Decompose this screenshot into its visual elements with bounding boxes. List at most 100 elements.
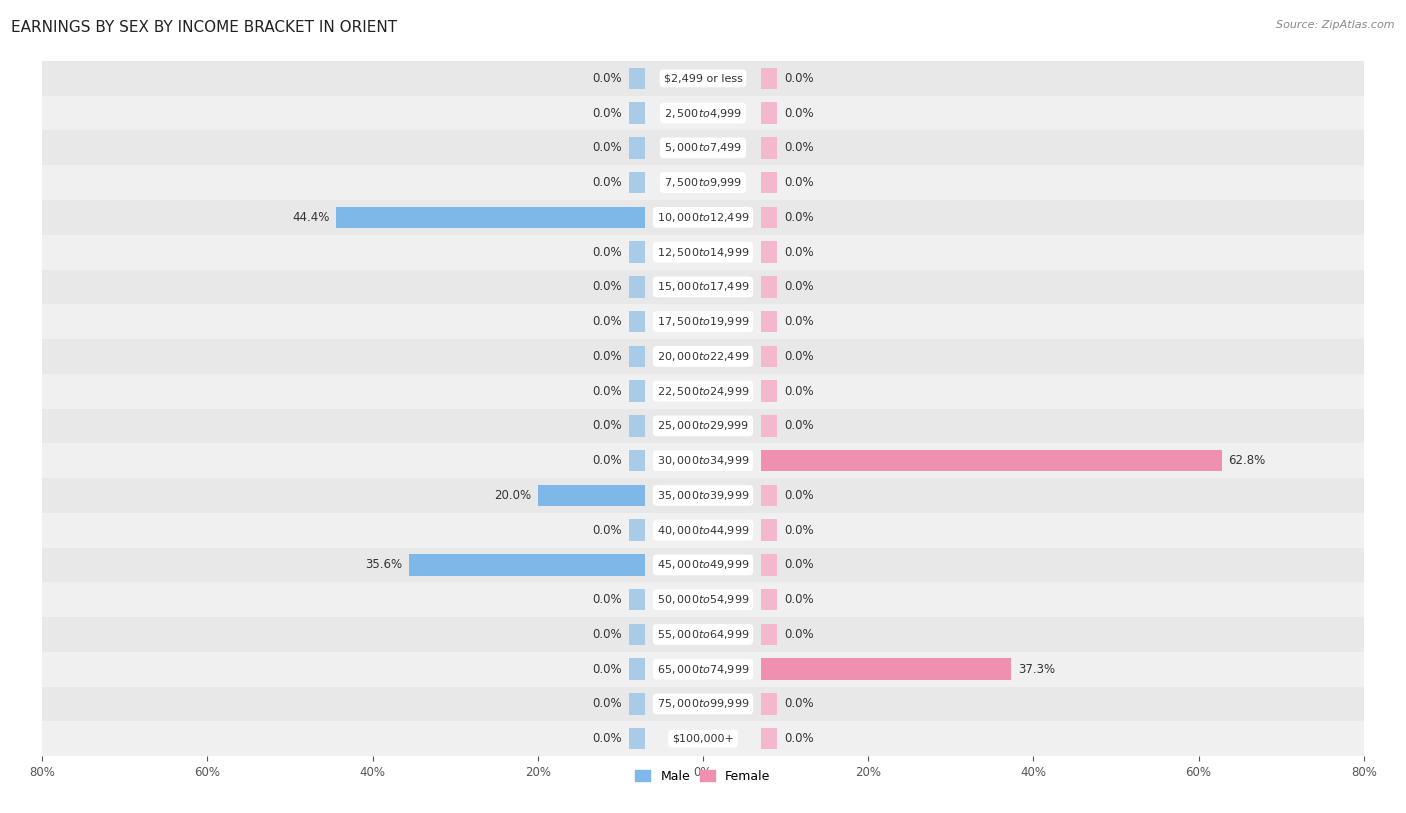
Text: $65,000 to $74,999: $65,000 to $74,999 — [657, 663, 749, 676]
Text: 35.6%: 35.6% — [366, 559, 402, 572]
Bar — [409, 554, 645, 576]
Bar — [761, 241, 778, 263]
Bar — [42, 374, 1364, 409]
Text: 0.0%: 0.0% — [785, 280, 814, 293]
Text: 37.3%: 37.3% — [1018, 663, 1054, 676]
Bar — [761, 207, 778, 228]
Text: 0.0%: 0.0% — [592, 107, 621, 120]
Text: 0.0%: 0.0% — [785, 176, 814, 189]
Text: 0.0%: 0.0% — [785, 628, 814, 641]
Text: $10,000 to $12,499: $10,000 to $12,499 — [657, 211, 749, 224]
Text: 0.0%: 0.0% — [785, 489, 814, 502]
Bar — [628, 415, 645, 437]
Bar — [761, 554, 778, 576]
Text: 0.0%: 0.0% — [785, 350, 814, 363]
Bar — [628, 624, 645, 646]
Text: 44.4%: 44.4% — [292, 211, 329, 224]
Bar — [628, 241, 645, 263]
Text: 0.0%: 0.0% — [785, 72, 814, 85]
Text: EARNINGS BY SEX BY INCOME BRACKET IN ORIENT: EARNINGS BY SEX BY INCOME BRACKET IN ORI… — [11, 20, 398, 35]
Text: 0.0%: 0.0% — [592, 593, 621, 606]
Text: $15,000 to $17,499: $15,000 to $17,499 — [657, 280, 749, 293]
Bar — [42, 582, 1364, 617]
Bar — [761, 172, 778, 193]
Bar — [761, 346, 778, 367]
Bar — [42, 61, 1364, 96]
Text: 0.0%: 0.0% — [785, 420, 814, 433]
Text: 0.0%: 0.0% — [592, 454, 621, 467]
Text: 20.0%: 20.0% — [494, 489, 531, 502]
Bar — [42, 235, 1364, 270]
Bar — [628, 137, 645, 159]
Bar — [761, 137, 778, 159]
Bar — [628, 589, 645, 611]
Bar — [628, 450, 645, 472]
Bar — [628, 172, 645, 193]
Bar — [761, 624, 778, 646]
Bar — [761, 589, 778, 611]
Text: $2,500 to $4,999: $2,500 to $4,999 — [664, 107, 742, 120]
Bar — [761, 276, 778, 298]
Bar — [761, 311, 778, 333]
Bar — [761, 659, 1011, 680]
Bar — [42, 409, 1364, 443]
Bar — [42, 339, 1364, 374]
Bar — [761, 67, 778, 89]
Text: 0.0%: 0.0% — [785, 315, 814, 328]
Bar — [42, 96, 1364, 130]
Text: 62.8%: 62.8% — [1229, 454, 1265, 467]
Text: $50,000 to $54,999: $50,000 to $54,999 — [657, 593, 749, 606]
Text: Source: ZipAtlas.com: Source: ZipAtlas.com — [1277, 20, 1395, 30]
Bar — [628, 67, 645, 89]
Bar — [761, 485, 778, 506]
Bar — [42, 478, 1364, 513]
Bar — [628, 380, 645, 402]
Text: 0.0%: 0.0% — [592, 420, 621, 433]
Text: $35,000 to $39,999: $35,000 to $39,999 — [657, 489, 749, 502]
Bar — [42, 721, 1364, 756]
Bar — [761, 102, 778, 124]
Text: 0.0%: 0.0% — [592, 246, 621, 259]
Bar — [628, 728, 645, 750]
Text: 0.0%: 0.0% — [592, 72, 621, 85]
Bar — [628, 659, 645, 680]
Legend: Male, Female: Male, Female — [630, 765, 776, 788]
Bar — [42, 513, 1364, 548]
Bar — [42, 548, 1364, 582]
Bar — [628, 311, 645, 333]
Bar — [42, 304, 1364, 339]
Text: 0.0%: 0.0% — [592, 280, 621, 293]
Text: $20,000 to $22,499: $20,000 to $22,499 — [657, 350, 749, 363]
Bar — [42, 270, 1364, 304]
Bar — [761, 415, 778, 437]
Text: 0.0%: 0.0% — [785, 141, 814, 154]
Text: 0.0%: 0.0% — [592, 733, 621, 746]
Text: $12,500 to $14,999: $12,500 to $14,999 — [657, 246, 749, 259]
Text: 0.0%: 0.0% — [785, 211, 814, 224]
Text: 0.0%: 0.0% — [785, 524, 814, 537]
Text: $5,000 to $7,499: $5,000 to $7,499 — [664, 141, 742, 154]
Bar — [761, 728, 778, 750]
Text: $7,500 to $9,999: $7,500 to $9,999 — [664, 176, 742, 189]
Bar — [42, 165, 1364, 200]
Text: 0.0%: 0.0% — [785, 698, 814, 711]
Text: 0.0%: 0.0% — [592, 315, 621, 328]
Text: $25,000 to $29,999: $25,000 to $29,999 — [657, 420, 749, 433]
Text: $75,000 to $99,999: $75,000 to $99,999 — [657, 698, 749, 711]
Text: 0.0%: 0.0% — [592, 524, 621, 537]
Text: 0.0%: 0.0% — [592, 350, 621, 363]
Bar — [761, 693, 778, 715]
Bar — [761, 380, 778, 402]
Bar — [628, 276, 645, 298]
Text: $30,000 to $34,999: $30,000 to $34,999 — [657, 454, 749, 467]
Text: $40,000 to $44,999: $40,000 to $44,999 — [657, 524, 749, 537]
Text: $55,000 to $64,999: $55,000 to $64,999 — [657, 628, 749, 641]
Text: 0.0%: 0.0% — [592, 385, 621, 398]
Text: 0.0%: 0.0% — [785, 733, 814, 746]
Text: 0.0%: 0.0% — [592, 663, 621, 676]
Text: 0.0%: 0.0% — [592, 628, 621, 641]
Bar — [761, 450, 1222, 472]
Text: 0.0%: 0.0% — [592, 141, 621, 154]
Text: 0.0%: 0.0% — [785, 107, 814, 120]
Bar — [628, 693, 645, 715]
